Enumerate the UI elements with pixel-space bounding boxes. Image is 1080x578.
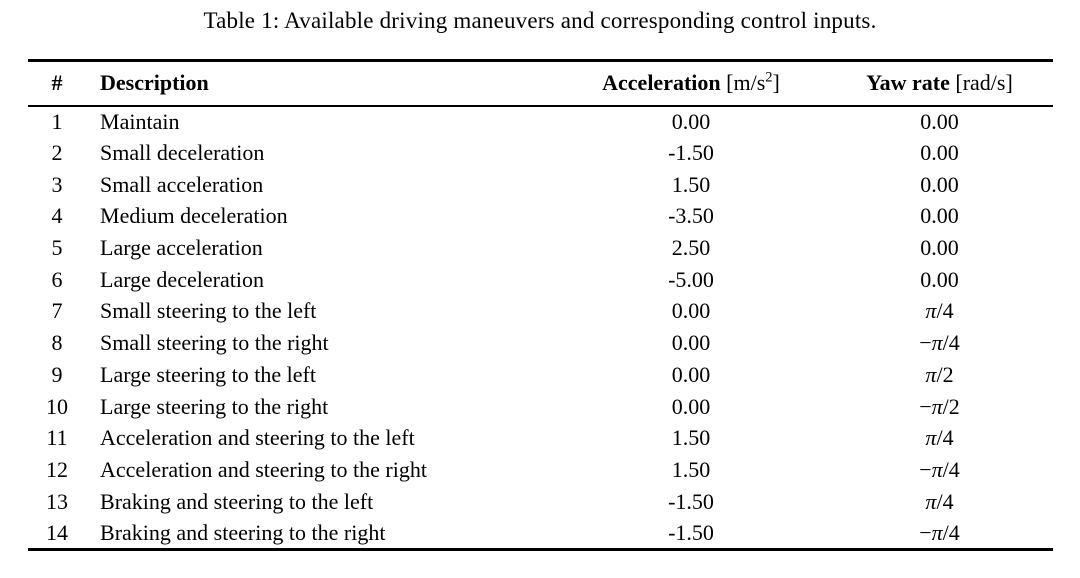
row-number-cell: 10: [46, 393, 68, 419]
description-cell: Acceleration and steering to the left: [100, 425, 415, 451]
row-number-cell: 9: [51, 361, 63, 387]
header-row: # Description Acceleration [m/s2] Yaw ra…: [28, 60, 1053, 107]
row-number-cell: 6: [51, 266, 63, 292]
table-row: 1 Maintain 0.00 0.00: [28, 106, 1053, 138]
yaw-rate-cell: 0.00: [920, 203, 959, 229]
table-row: 13 Braking and steering to the left -1.50 π…: [28, 486, 1053, 518]
table-row: 3 Small acceleration 1.50 0.00: [28, 169, 1053, 201]
acceleration-cell: -1.50: [668, 140, 714, 166]
header-description-label: Description: [100, 70, 209, 96]
table-row: 6 Large deceleration -5.00 0.00: [28, 264, 1053, 296]
description-cell: Small deceleration: [100, 140, 265, 166]
table-caption-text: Table 1: Available driving maneuvers and…: [203, 8, 877, 33]
table-row: 7 Small steering to the left 0.00 π/4: [28, 296, 1053, 328]
pi-symbol: π: [925, 298, 937, 324]
row-number-cell: 13: [46, 488, 68, 514]
description-cell: Braking and steering to the right: [100, 519, 386, 545]
acceleration-cell: 0.00: [671, 108, 711, 134]
row-number-cell: 5: [51, 235, 63, 261]
acceleration-cell: -5.00: [668, 266, 714, 292]
pi-symbol: π: [931, 393, 943, 419]
pi-symbol: π: [925, 425, 937, 451]
acceleration-cell: 1.50: [671, 171, 711, 197]
pi-symbol: π: [925, 361, 937, 387]
description-cell: Large steering to the right: [100, 393, 329, 419]
description-cell: Acceleration and steering to the right: [100, 456, 427, 482]
acceleration-cell: 1.50: [671, 425, 711, 451]
table-row: 9 Large steering to the left 0.00 π/2: [28, 359, 1053, 391]
acceleration-cell: 0.00: [671, 361, 711, 387]
row-number-cell: 4: [51, 203, 63, 229]
document-page: Table 1: Available driving maneuvers and…: [0, 0, 1080, 551]
acceleration-cell: 0.00: [671, 298, 711, 324]
table-row: 2 Small deceleration -1.50 0.00: [28, 137, 1053, 169]
yaw-rate-cell: −π/2: [919, 393, 960, 419]
acceleration-cell: 2.50: [671, 235, 711, 261]
description-cell: Medium deceleration: [100, 203, 288, 229]
description-cell: Large deceleration: [100, 266, 264, 292]
description-cell: Large acceleration: [100, 235, 263, 261]
yaw-rate-cell: 0.00: [920, 108, 959, 134]
header-acceleration: Acceleration [m/s2]: [556, 60, 826, 107]
header-acceleration-unit: [m/s2]: [726, 69, 780, 96]
header-yaw-rate-label: Yaw rate: [866, 70, 950, 96]
pi-symbol: π: [931, 519, 943, 545]
yaw-rate-cell: 0.00: [920, 266, 959, 292]
yaw-rate-cell: π/2: [925, 361, 954, 387]
header-number: #: [28, 60, 86, 107]
header-yaw-rate-unit: [rad/s]: [955, 70, 1013, 96]
description-cell: Small steering to the right: [100, 330, 329, 356]
maneuvers-table: # Description Acceleration [m/s2] Yaw ra…: [28, 59, 1053, 551]
table-row: 4 Medium deceleration -3.50 0.00: [28, 201, 1053, 233]
table-row: 11 Acceleration and steering to the left 1…: [28, 422, 1053, 454]
yaw-rate-cell: π/4: [925, 298, 954, 324]
table-row: 10 Large steering to the right 0.00 −π/2: [28, 391, 1053, 423]
yaw-rate-cell: π/4: [925, 425, 954, 451]
yaw-rate-cell: −π/4: [919, 519, 960, 545]
description-cell: Braking and steering to the left: [100, 488, 374, 514]
description-cell: Maintain: [100, 108, 180, 134]
row-number-cell: 12: [46, 456, 68, 482]
acceleration-cell: 1.50: [671, 456, 711, 482]
header-number-label: #: [51, 70, 63, 96]
row-number-cell: 14: [46, 519, 68, 545]
table-row: 5 Large acceleration 2.50 0.00: [28, 232, 1053, 264]
yaw-rate-cell: −π/4: [919, 330, 960, 356]
yaw-rate-cell: −π/4: [919, 456, 960, 482]
row-number-cell: 7: [51, 298, 63, 324]
table-row: 8 Small steering to the right 0.00 −π/4: [28, 327, 1053, 359]
pi-symbol: π: [931, 330, 943, 356]
header-description: Description: [86, 60, 556, 107]
table-body: 1 Maintain 0.00 0.00 2 Small deceleration -1.5…: [28, 106, 1053, 550]
acceleration-cell: 0.00: [671, 330, 711, 356]
row-number-cell: 2: [51, 140, 63, 166]
table-caption: Table 1: Available driving maneuvers and…: [0, 0, 1080, 34]
table-row: 14 Braking and steering to the right -1.50…: [28, 517, 1053, 549]
description-cell: Small acceleration: [100, 171, 264, 197]
yaw-rate-cell: π/4: [925, 488, 954, 514]
description-cell: Small steering to the left: [100, 298, 317, 324]
yaw-rate-cell: 0.00: [920, 171, 959, 197]
acceleration-cell: 0.00: [671, 393, 711, 419]
row-number-cell: 11: [46, 425, 68, 451]
row-number-cell: 1: [51, 108, 63, 134]
acceleration-cell: -1.50: [668, 519, 714, 545]
acceleration-cell: -1.50: [668, 488, 714, 514]
yaw-rate-cell: 0.00: [920, 140, 959, 166]
pi-symbol: π: [931, 456, 943, 482]
row-number-cell: 8: [51, 330, 63, 356]
pi-symbol: π: [925, 488, 937, 514]
acceleration-cell: -3.50: [668, 203, 714, 229]
yaw-rate-cell: 0.00: [920, 235, 959, 261]
row-number-cell: 3: [51, 171, 63, 197]
table-row: 12 Acceleration and steering to the right…: [28, 454, 1053, 486]
description-cell: Large steering to the left: [100, 361, 316, 387]
header-yaw-rate: Yaw rate [rad/s]: [826, 60, 1053, 107]
header-acceleration-label: Acceleration: [602, 70, 721, 96]
table-header: # Description Acceleration [m/s2] Yaw ra…: [28, 60, 1053, 107]
